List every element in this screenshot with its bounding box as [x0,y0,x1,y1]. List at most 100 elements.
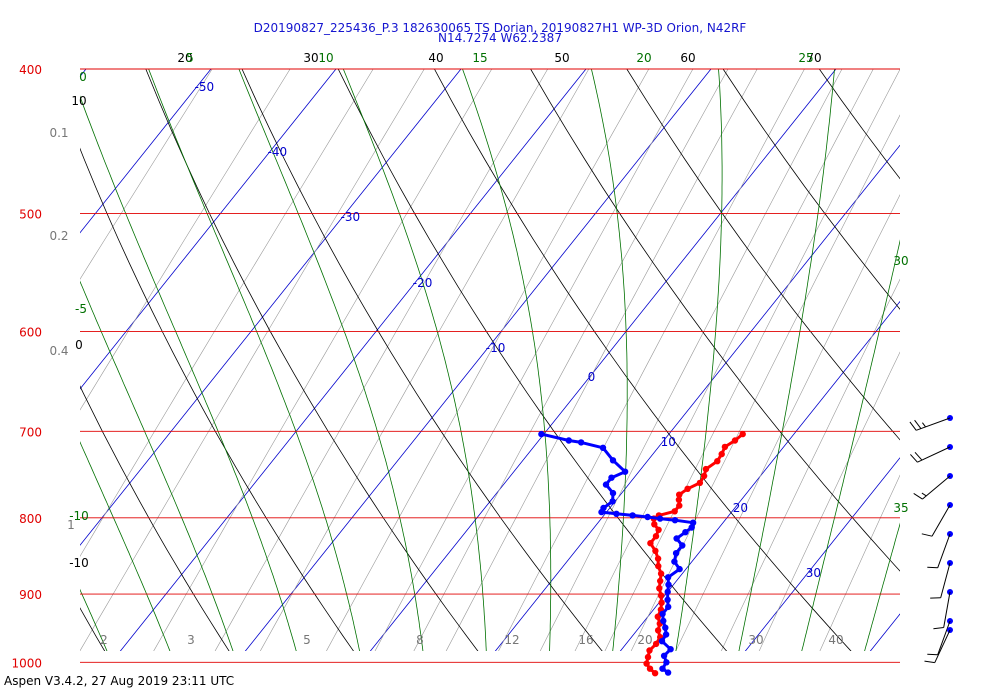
moist-adiabat-label: 20 [636,51,651,65]
wind-barb-feather [933,627,944,630]
temperature-point [651,670,659,677]
pressure-tick-label: 1000 [11,656,42,670]
temperature-point [675,496,683,503]
dewpoint-point [538,430,545,438]
mixing-ratio-label: 0.2 [49,229,68,243]
temperature-point [651,521,658,528]
isotherm-line [80,69,462,546]
dewpoint-point [689,519,697,526]
dewpoint-point [659,665,666,672]
isotherm-line [937,0,1000,700]
dry-adiabat-label: 0 [75,338,83,352]
temperature-point [644,653,652,661]
wind-barbs [909,415,953,664]
dewpoint-point [682,529,689,536]
mixing-ratio-line [539,69,843,651]
dewpoint-point [664,574,672,581]
isotherm-label: 10 [661,435,676,449]
dewpoint-point [658,638,666,645]
dewpoint-point [659,610,666,618]
moist-adiabat-line [738,69,835,651]
moist-adiabat-label: 5 [186,51,194,65]
pressure-tick-label: 400 [19,63,42,77]
dewpoint-point [621,468,629,475]
dewpoint-point [664,596,671,603]
dry-adiabat-label: -10 [69,556,89,570]
mixing-ratio-label: 2 [100,633,108,647]
isotherm-label: 20 [733,501,748,515]
isotherm-line [744,457,900,651]
wind-barb [927,531,953,569]
isotherm-label: -30 [341,210,361,224]
dry-adiabat-label: 30 [303,51,318,65]
dry-adiabat-label: 70 [806,51,821,65]
mixing-ratio-line [604,69,900,651]
wind-barb [924,627,953,664]
dry-adiabat-line [241,69,603,651]
temperature-point [714,458,721,465]
footer-text: Aspen V3.4.2, 27 Aug 2019 23:11 UTC [4,674,235,688]
temperature-point [718,450,725,458]
dewpoint-point [676,565,683,573]
dry-adiabat-label: 50 [554,51,569,65]
wind-barb [921,502,953,537]
dry-adiabat-line [818,69,900,180]
pressure-tick-label: 500 [19,207,42,221]
dewpoint-point [671,517,679,524]
wind-barb-feather [924,660,935,664]
temperature-point [655,562,662,570]
temperature-point [652,533,660,540]
dry-adiabat-line [626,69,900,441]
isotherm-line [244,69,712,651]
temperature-point [657,570,665,577]
isotherm-label: -20 [413,276,433,290]
wind-barb-staff [937,620,951,655]
wind-barb-staff [937,533,951,568]
dewpoint-point [664,669,672,676]
isotherm-label: 30 [806,566,821,580]
dewpoint-point [679,542,686,549]
moist-adiabat-line [80,588,108,651]
traces [538,430,746,677]
dewpoint-point [672,550,680,557]
dewpoint-point [598,508,605,516]
dewpoint-point [599,444,607,451]
isotherm-label: -40 [268,145,288,159]
isotherm-line [494,144,900,651]
moist-adiabat-label: 10 [318,51,333,65]
mixing-ratio-line [80,69,291,411]
wind-barb-staff [943,591,951,628]
dewpoint-point [671,558,678,565]
mixing-ratio-label: 16 [578,633,593,647]
dewpoint-point [609,457,617,464]
chart-subtitle: N14.7274 W62.2387 [438,31,562,45]
wind-barb [910,444,953,463]
temperature-point [646,665,654,672]
mixing-ratio-line [630,114,900,651]
isotherm-label: -10 [486,341,506,355]
moist-adiabat-line [590,69,628,651]
wind-barb-feather [914,419,922,429]
moist-adiabat-line [342,69,487,651]
isotherm-label: -50 [195,80,215,94]
mixing-ratio-line [80,69,213,280]
axis-labels: 4005006007008009001000-50-40-30-20-10010… [11,51,908,670]
dewpoint-point [644,513,651,521]
wind-barb-staff [917,446,951,463]
temperature-point [684,485,691,492]
temperature-point [676,502,683,509]
dewpoint-point [608,474,615,481]
dry-adiabat-label: 10 [71,94,86,108]
dry-adiabat-line [530,69,900,572]
moist-adiabat-label: 15 [472,51,487,65]
wind-barb [933,589,953,630]
moist-adiabat-line [801,239,900,651]
dry-adiabat-label: 60 [680,51,695,65]
wind-barb-feather [921,533,933,537]
temperature-point [646,647,653,654]
wind-barb [913,473,953,500]
wind-barb-half-feather [921,492,927,497]
dewpoint-point [577,439,585,446]
mixing-ratio-label: 0.4 [49,344,68,358]
temperature-point [676,491,683,498]
